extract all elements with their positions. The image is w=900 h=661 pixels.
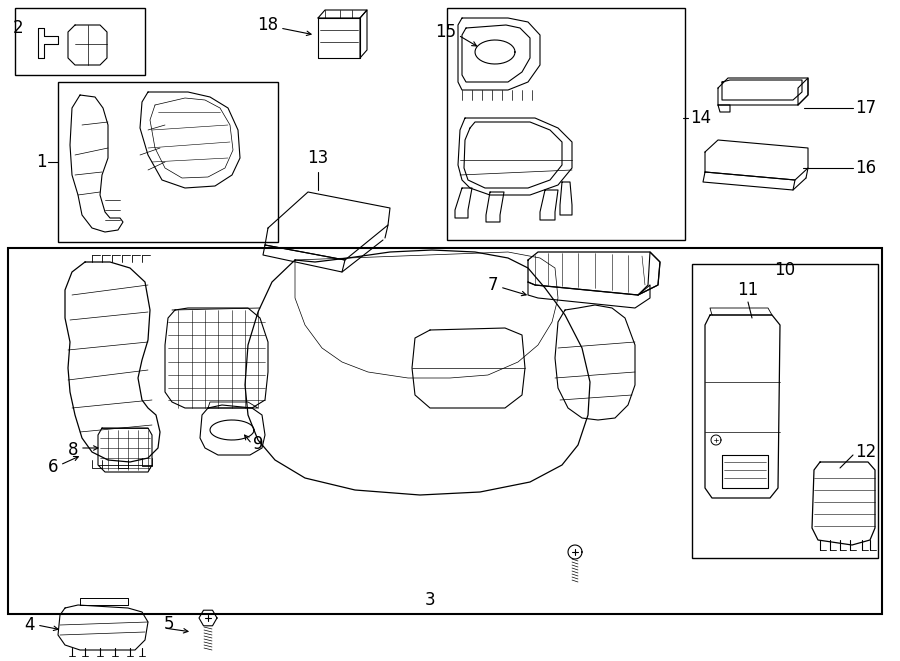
Text: 10: 10 [774, 261, 796, 279]
Text: 13: 13 [308, 149, 328, 167]
Bar [58, 82, 278, 242]
Text: 12: 12 [855, 443, 877, 461]
Text: 5: 5 [164, 615, 174, 633]
Text: 2: 2 [13, 19, 23, 37]
Text: 9: 9 [253, 435, 264, 453]
Text: 11: 11 [737, 281, 759, 299]
Text: 18: 18 [256, 16, 278, 34]
Bar [447, 8, 685, 240]
Text: 8: 8 [68, 441, 78, 459]
Text: 4: 4 [24, 616, 35, 634]
Text: 14: 14 [690, 109, 711, 127]
Text: 3: 3 [425, 591, 436, 609]
Text: 1: 1 [36, 153, 47, 171]
Text: 15: 15 [435, 23, 456, 41]
Bar [8, 248, 882, 614]
Text: 16: 16 [855, 159, 876, 177]
Bar [692, 264, 878, 558]
Text: 7: 7 [488, 276, 498, 294]
Bar [15, 8, 145, 75]
Text: 17: 17 [855, 99, 876, 117]
Text: 6: 6 [48, 458, 58, 476]
